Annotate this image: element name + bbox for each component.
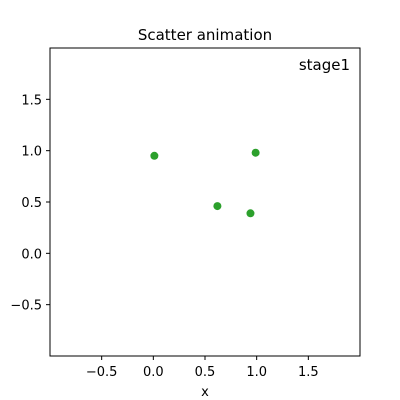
x-axis-label: x <box>201 385 209 400</box>
plot-area <box>150 148 260 218</box>
chart-title: Scatter animation <box>138 26 272 44</box>
data-point <box>213 202 222 211</box>
y-tick-label: −0.5 <box>10 299 42 314</box>
x-tick-label: −0.5 <box>86 365 118 380</box>
x-tick-label: 0.5 <box>195 365 216 380</box>
y-tick-label: 1.5 <box>21 93 42 108</box>
data-point <box>246 209 255 218</box>
stage-annotation: stage1 <box>299 56 350 74</box>
y-tick-label: 1.0 <box>21 145 42 160</box>
data-point <box>251 148 260 157</box>
data-point <box>150 151 159 160</box>
y-tick-label: 0.0 <box>21 247 42 262</box>
y-tick-label: 0.5 <box>21 196 42 211</box>
x-tick-label: 1.0 <box>246 365 267 380</box>
x-tick-label: 1.5 <box>298 365 319 380</box>
x-tick-label: 0.0 <box>143 365 164 380</box>
